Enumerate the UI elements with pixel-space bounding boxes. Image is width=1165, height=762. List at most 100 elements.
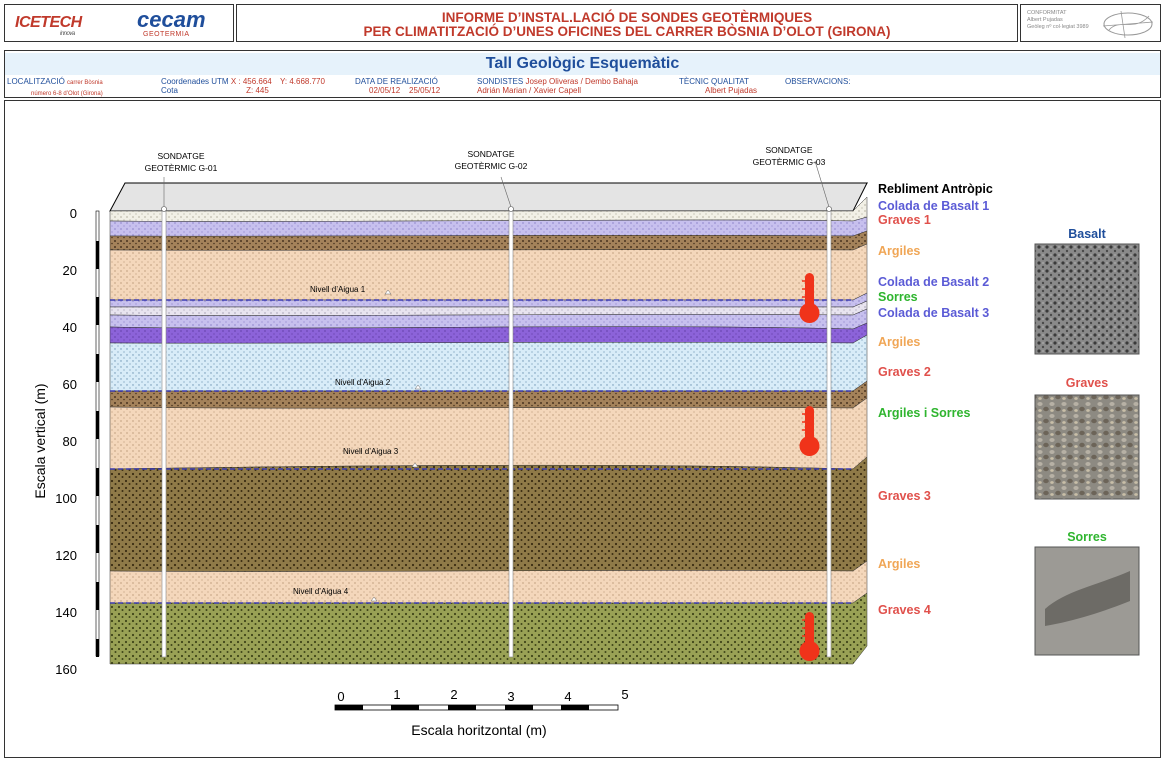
localitzacio-field: LOCALITZACIÓ carrer Bòsnia número 6-8 d’…: [7, 77, 103, 99]
tecnic-value: Albert Pujadas: [705, 86, 758, 95]
cecam-logo-sub: GEOTERMIA: [143, 31, 190, 38]
diagram-title: Tall Geològic Esquemàtic: [5, 53, 1160, 75]
y-tick-60: 60: [63, 377, 77, 392]
header-logos: ICETECH innova cecam GEOTERMIA: [4, 4, 234, 42]
borehole-g01-label1: SONDATGE: [157, 151, 204, 161]
sample-sorres-detail: [1045, 571, 1130, 626]
sample-graves-title: Graves: [1066, 376, 1108, 390]
report-title-box: INFORME D’INSTAL.LACIÓ DE SONDES GEOTÈRM…: [236, 4, 1018, 42]
label-basalt-3: Colada de Basalt 3: [878, 306, 989, 320]
label-argiles-2: Argiles: [878, 335, 920, 349]
water-level-2-label: Nivell d’Aigua 2: [335, 378, 391, 387]
sample-photos: Basalt Graves Sorres: [1034, 227, 1140, 656]
cota-label: Cota: [161, 86, 178, 95]
thermometer-icon: [799, 406, 820, 456]
icetech-logo-text: ICETECH: [15, 14, 82, 31]
label-graves-3: Graves 3: [878, 489, 931, 503]
localitzacio-label: LOCALITZACIÓ: [7, 77, 65, 86]
label-basalt-1: Colada de Basalt 1: [878, 199, 989, 213]
layer-argiles-sorres: [109, 397, 868, 470]
y-axis-label: Escala vertical (m): [32, 383, 48, 498]
water-marker-2: [414, 384, 422, 390]
conformitat-id: Geòleg nº col·legiat 3989: [1027, 24, 1089, 30]
x-tick-3: 3: [507, 689, 514, 704]
y-tick-160: 160: [55, 662, 77, 677]
borehole-g02-label2: GEOTÈRMIC G-02: [455, 161, 528, 171]
label-argiles-sorres: Argiles i Sorres: [878, 406, 970, 420]
tecnic-label: TÈCNIC QUALITAT: [679, 77, 749, 86]
thermometers: [799, 273, 820, 661]
borehole-g02-label1: SONDATGE: [467, 149, 514, 159]
conformitat-label: CONFORMITAT: [1027, 10, 1067, 16]
borehole-g01-label2: GEOTÈRMIC G-01: [145, 163, 218, 173]
layer-graves-3: [109, 456, 868, 572]
sondistes-value2: Adrián Marian / Xavier Capell: [477, 86, 582, 95]
diagram-panel: Nivell d’Aigua 1 Nivell d’Aigua 2 Nivell…: [4, 100, 1161, 758]
x-tick-2: 2: [450, 687, 457, 702]
label-graves-2: Graves 2: [878, 365, 931, 379]
observacions-field: OBSERVACIONS:: [785, 77, 851, 86]
vertical-scale: Escala vertical (m) 0 20 40 60 80 100 12…: [32, 206, 100, 677]
thermometer-icon: [799, 273, 820, 323]
conformitat-box: CONFORMITAT Albert Pujadas Geòleg nº col…: [1020, 4, 1161, 42]
sample-basalt-photo: [1034, 243, 1140, 355]
y-tick-0: 0: [70, 206, 77, 221]
y-tick-120: 120: [55, 548, 77, 563]
borehole-g01: [161, 208, 167, 658]
cecam-logo-text: cecam: [137, 7, 206, 32]
layer-argiles-2: [109, 334, 868, 392]
layer-argiles-1: [109, 243, 868, 301]
label-argiles-3: Argiles: [878, 557, 920, 571]
data-field: DATA DE REALIZACIÓ 02/05/12 25/05/12: [355, 77, 440, 95]
subtitle-bar: Tall Geològic Esquemàtic LOCALITZACIÓ ca…: [4, 50, 1161, 98]
x-tick-1: 1: [393, 687, 400, 702]
label-rebliment: Rebliment Antròpic: [878, 182, 993, 196]
y-tick-20: 20: [63, 263, 77, 278]
cota-value: Z: 445: [246, 86, 269, 95]
sample-sorres-title: Sorres: [1067, 530, 1107, 544]
sample-graves-photo: [1034, 394, 1140, 500]
borehole-g03-label1: SONDATGE: [765, 145, 812, 155]
y-tick-80: 80: [63, 434, 77, 449]
water-marker-4: [370, 596, 378, 602]
y-tick-40: 40: [63, 320, 77, 335]
report-title-line2: PER CLIMATITZACIÓ D’UNES OFICINES DEL CA…: [363, 24, 891, 39]
boreholes: SONDATGE GEOTÈRMIC G-01 SONDATGE GEOTÈRM…: [145, 145, 832, 658]
sondistes-field: SONDISTES Josep Oliveras / Dembo Bahaja …: [477, 77, 638, 95]
x-tick-4: 4: [564, 689, 571, 704]
coord-x: X : 456.664: [230, 77, 272, 86]
y-tick-140: 140: [55, 605, 77, 620]
data-values: 02/05/12 25/05/12: [369, 86, 441, 95]
localitzacio-value: carrer Bòsnia: [67, 80, 103, 86]
x-tick-5: 5: [621, 687, 628, 702]
borehole-g02: [508, 208, 514, 658]
sondistes-label: SONDISTES: [477, 77, 524, 86]
icetech-logo: ICETECH innova: [15, 14, 82, 37]
conformitat-name: Albert Pujadas: [1027, 17, 1063, 23]
sample-basalt-title: Basalt: [1068, 227, 1106, 241]
layer-graves-4: [109, 592, 868, 665]
borehole-g03: [826, 208, 832, 658]
water-level-1-label: Nivell d’Aigua 1: [310, 285, 366, 294]
x-axis-label: Escala horitzontal (m): [411, 722, 546, 738]
x-tick-0: 0: [337, 689, 344, 704]
coordenades-field: Coordenades UTM X : 456.664 Y: 4.668.770…: [161, 77, 325, 95]
label-sorres: Sorres: [878, 290, 918, 304]
horizontal-scale: 0 1 2 3 4 5 Escala horitzontal (m): [334, 687, 629, 738]
label-basalt-2: Colada de Basalt 2: [878, 275, 989, 289]
coord-label: Coordenades UTM: [161, 77, 229, 86]
cecam-logo: cecam GEOTERMIA: [137, 7, 206, 38]
water-marker-3: [411, 462, 419, 468]
thermometer-icon: [799, 612, 820, 661]
localitzacio-value2: número 6-8 d’Olot (Girona): [31, 91, 103, 97]
coord-y: Y: 4.668.770: [279, 77, 325, 86]
layer-stack: [109, 196, 868, 665]
tecnic-field: TÈCNIC QUALITAT Albert Pujadas: [679, 77, 757, 95]
data-label: DATA DE REALIZACIÓ: [355, 77, 438, 86]
borehole-g03-label2: GEOTÈRMIC G-03: [753, 157, 826, 167]
icetech-logo-sub: innova: [60, 31, 75, 37]
observacions-label: OBSERVACIONS:: [785, 77, 851, 86]
label-graves-4: Graves 4: [878, 603, 931, 617]
signature-icon: [1102, 10, 1154, 39]
water-level-4-label: Nivell d’Aigua 4: [293, 587, 349, 596]
